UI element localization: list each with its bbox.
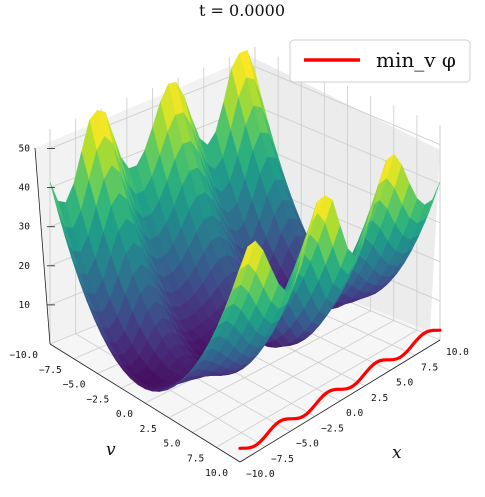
- min-phi-curve: [238, 328, 442, 450]
- surface-patch: [232, 246, 248, 289]
- x-tick-label: −10.0: [246, 469, 275, 480]
- v-tick-label: −5.0: [63, 380, 86, 391]
- z-tick-labels: 10 20 30 40 50: [19, 144, 55, 311]
- x-tick-label: 2.5: [371, 393, 388, 404]
- legend-label: min_v φ: [376, 48, 456, 72]
- v-tick-label: −7.5: [39, 365, 62, 376]
- x-tick-label: 10.0: [446, 347, 469, 358]
- x-axis-label: x: [392, 443, 402, 463]
- surface-plot: [49, 49, 441, 392]
- x-axis-line: [239, 339, 441, 463]
- x-tick-labels: −10.0 −7.5−5.0−2.50.0 2.5 5.0 7.5 10.0: [246, 347, 469, 480]
- x-tick-label: 5.0: [396, 378, 413, 389]
- v-tick-label: 5.0: [163, 439, 180, 450]
- v-tick-label: −2.5: [86, 394, 109, 405]
- chart-title: t = 0.0000: [199, 1, 285, 20]
- x-tick-label: 0.0: [346, 408, 363, 419]
- z-axis-line: [34, 147, 51, 345]
- v-tick-label: 10.0: [205, 468, 228, 479]
- v-tick-labels: −10.0−7.5−5.0−2.5 0.0 2.5 5.0 7.510.0: [9, 350, 228, 479]
- v-tick-label: 7.5: [187, 453, 204, 464]
- grid-line: [49, 66, 441, 149]
- z-tick-label: 50: [19, 144, 31, 155]
- v-tick-label: 2.5: [140, 424, 157, 435]
- grid-line: [75, 333, 266, 448]
- legend: min_v φ: [289, 39, 471, 83]
- z-tick-label: 10: [19, 300, 31, 311]
- z-tick-label: 20: [19, 261, 31, 272]
- x-tick-label: −2.5: [321, 423, 344, 434]
- z-tick-label: 30: [19, 222, 31, 233]
- x-tick-label: −5.0: [296, 439, 319, 450]
- z-tick-label: 40: [19, 183, 31, 194]
- legend-box: [289, 39, 471, 83]
- x-tick-label: −7.5: [271, 454, 294, 465]
- v-axis-line: [49, 343, 241, 463]
- v-axis-label: v: [106, 440, 116, 460]
- v-tick-label: −10.0: [9, 350, 38, 361]
- v-tick-label: 0.0: [116, 409, 133, 420]
- x-tick-label: 7.5: [421, 362, 438, 373]
